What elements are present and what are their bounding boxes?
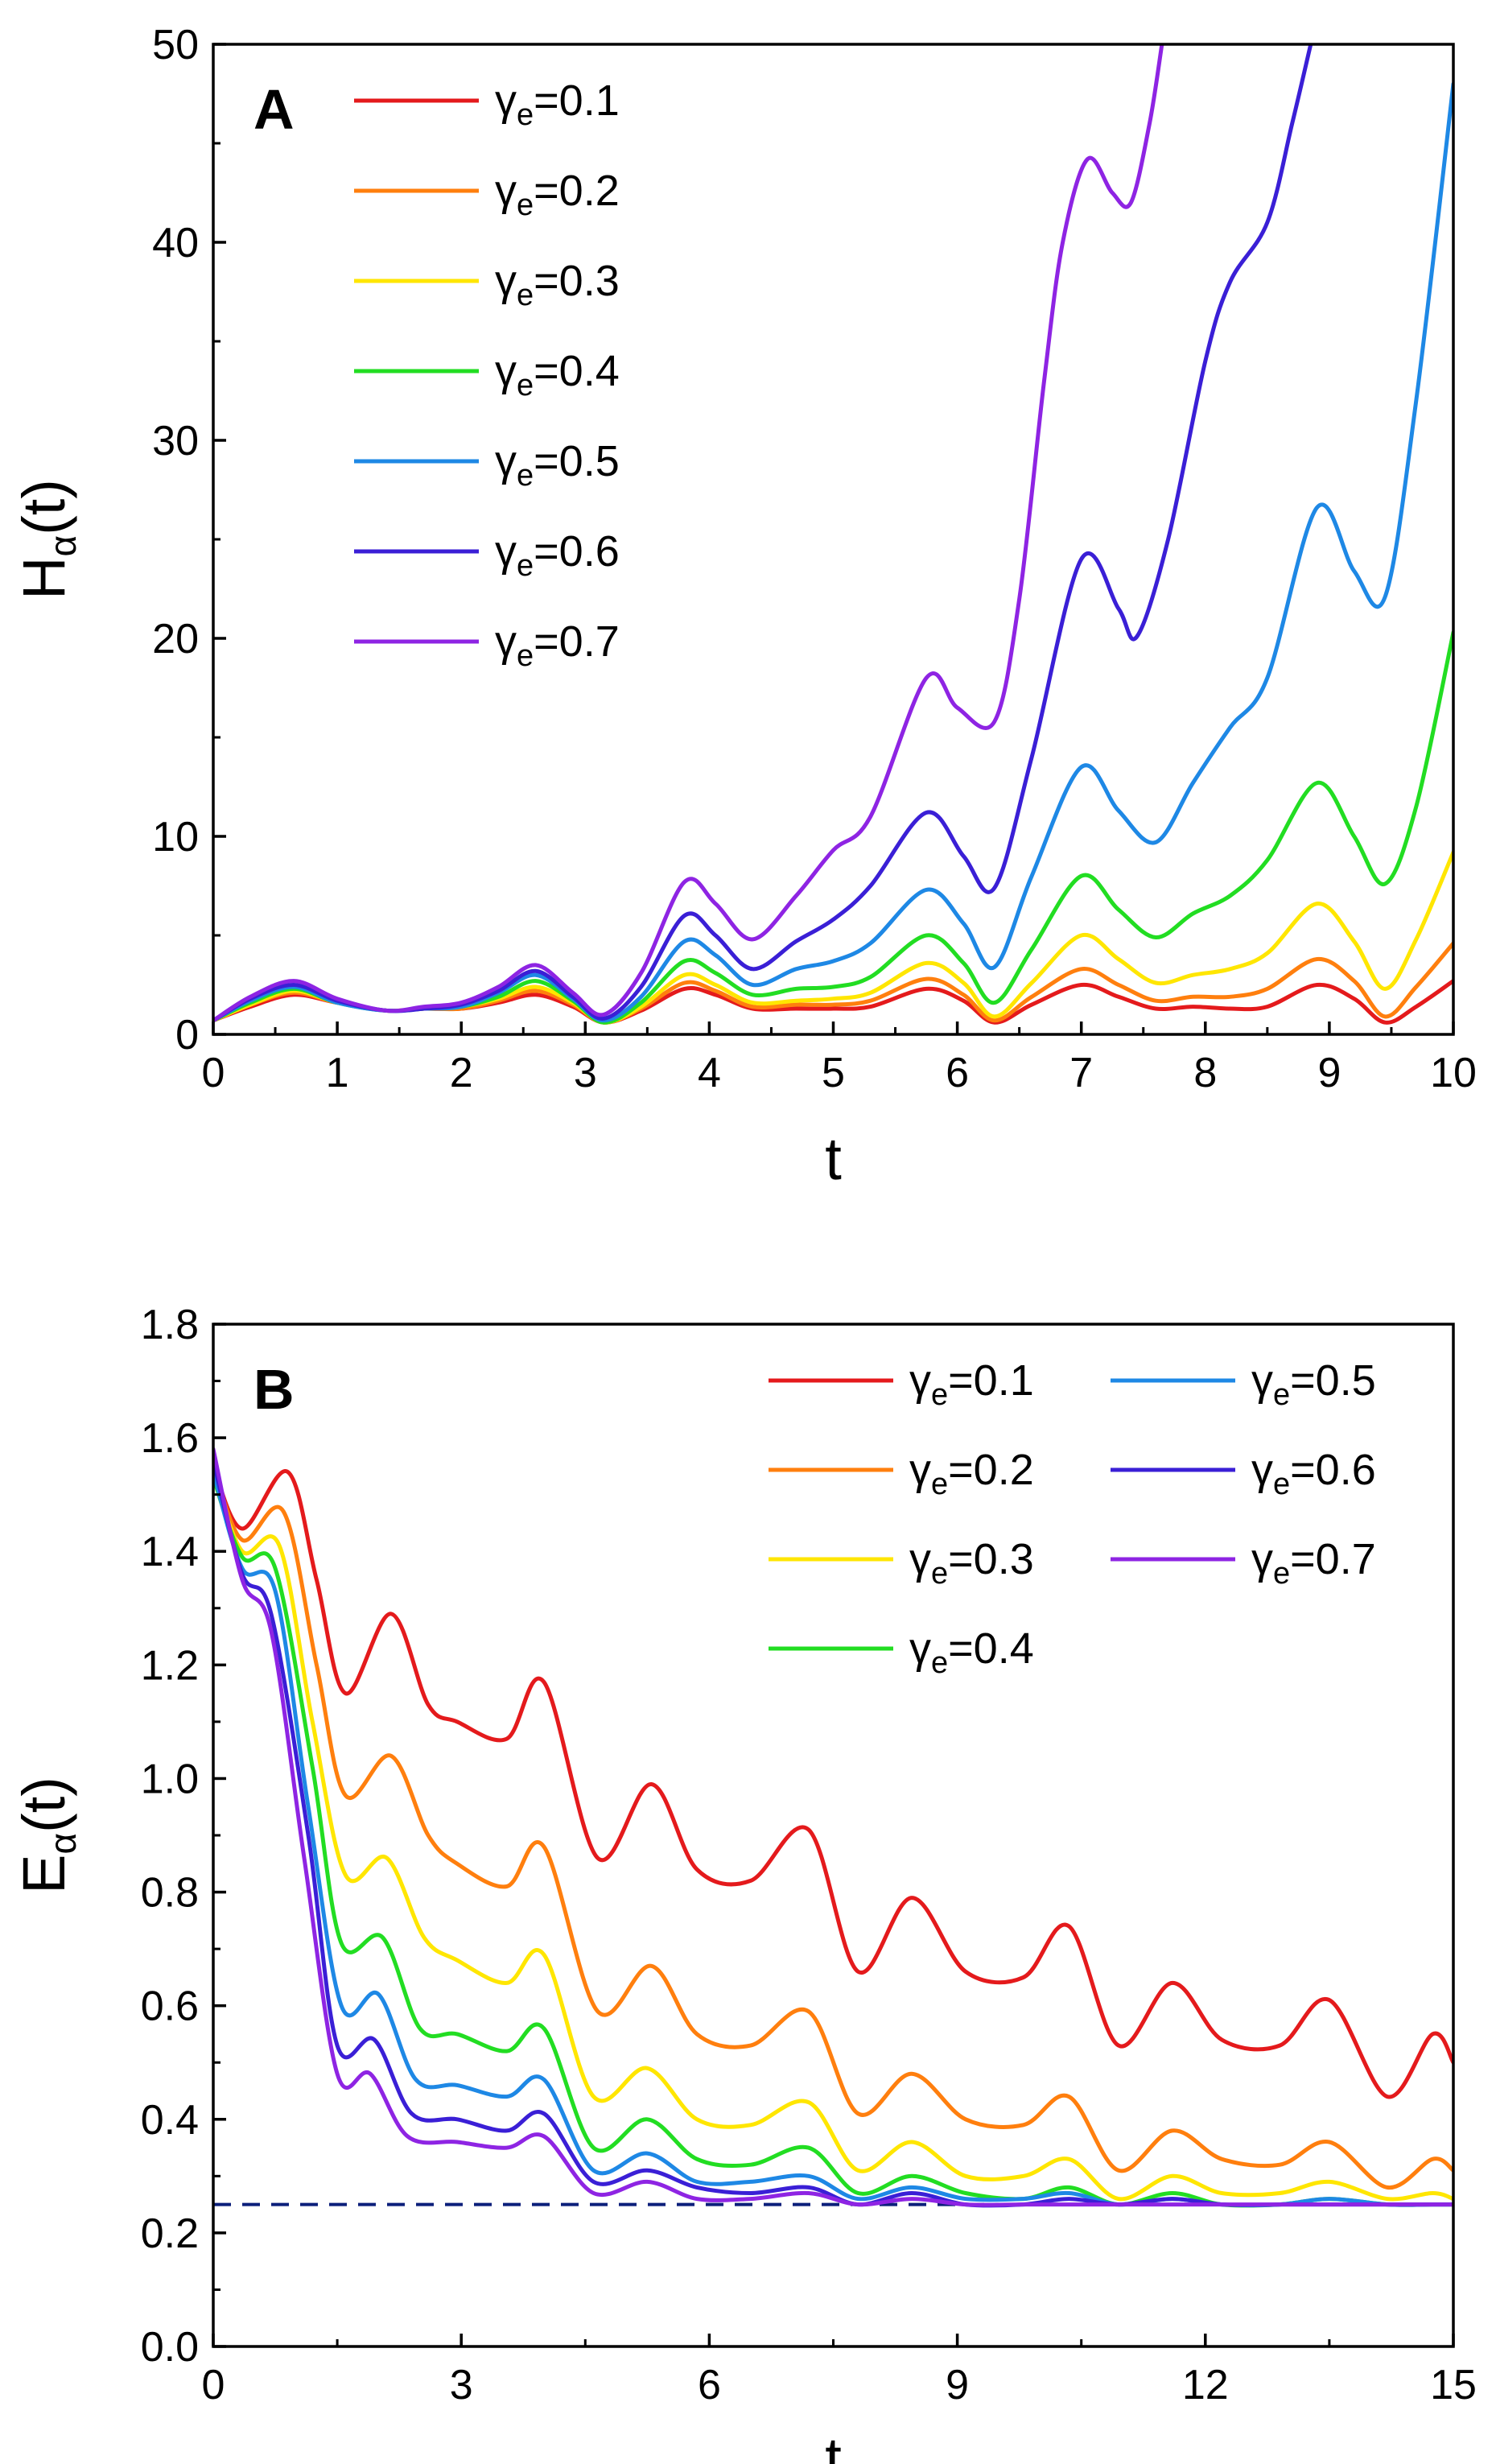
x-tick-label: 9 — [946, 2362, 969, 2408]
legend-label: γe=0.5 — [495, 437, 620, 493]
y-tick-label: 1.0 — [141, 1756, 199, 1802]
series-line-4 — [213, 630, 1453, 1025]
legend: γe=0.1 γe=0.2 γe=0.3 γe=0.4 γe=0.5 γe=0.6 γe=0… — [354, 76, 620, 673]
legend: γe=0.1 γe=0.2 γe=0.3 γe=0.4 γe=0.5 γe=0.6 γe=0… — [769, 1356, 1376, 1680]
x-tick-label: 2 — [450, 1050, 473, 1096]
legend-item-5: γe=0.5 — [354, 437, 620, 493]
y-tick-label: 0 — [175, 1012, 199, 1059]
x-tick-label: 0 — [202, 1050, 225, 1096]
y-tick-label: 40 — [152, 220, 199, 266]
panel-letter: B — [253, 1358, 295, 1421]
legend-item-2: γe=0.2 — [769, 1446, 1034, 1501]
x-tick-label: 6 — [698, 2362, 721, 2408]
y-tick-label: 0.2 — [141, 2210, 199, 2257]
x-tick-label: 0 — [202, 2362, 225, 2408]
y-tick-label: 30 — [152, 418, 199, 464]
y-tick-label: 20 — [152, 616, 199, 662]
legend-label: γe=0.6 — [495, 527, 620, 583]
x-tick-label: 10 — [1430, 1050, 1477, 1096]
legend-label: γe=0.1 — [909, 1356, 1034, 1412]
x-tick-label: 6 — [946, 1050, 969, 1096]
x-tick-label: 8 — [1193, 1050, 1217, 1096]
x-tick-label: 7 — [1069, 1050, 1093, 1096]
legend-item-4: γe=0.4 — [354, 347, 620, 402]
y-axis-title: Hα(t) — [10, 479, 84, 600]
x-axis-title: t — [825, 1125, 842, 1192]
series-lines — [213, 1447, 1453, 2208]
series-line-1 — [213, 1463, 1453, 2099]
legend-label: γe=0.2 — [495, 167, 620, 222]
legend-label: γe=0.4 — [495, 347, 620, 402]
x-tick-label: 1 — [326, 1050, 349, 1096]
x-tick-label: 3 — [450, 2362, 473, 2408]
legend-label: γe=0.7 — [1251, 1535, 1376, 1591]
series-line-7 — [213, 1447, 1453, 2207]
y-tick-label: 50 — [152, 22, 199, 68]
x-tick-label: 3 — [574, 1050, 597, 1096]
legend-item-3: γe=0.3 — [354, 257, 620, 312]
y-tick-label: 0.4 — [141, 2097, 199, 2144]
legend-label: γe=0.6 — [1251, 1446, 1376, 1501]
y-tick-label: 1.4 — [141, 1529, 199, 1575]
y-tick-label: 10 — [152, 814, 199, 861]
legend-item-6: γe=0.6 — [354, 527, 620, 583]
panel-letter: A — [253, 78, 295, 141]
chart-panel-b: 0 3 6 9 12 15 0.0 0.2 0.4 0.6 0.8 1.0 1.2 1.4 1.6 1.8 t E… — [10, 1302, 1477, 2464]
y-tick-label: 0.8 — [141, 1870, 199, 1917]
legend-label: γe=0.3 — [495, 257, 620, 312]
legend-item-5: γe=0.5 — [1111, 1356, 1376, 1412]
series-lines — [213, 44, 1453, 1025]
x-axis-title: t — [825, 2425, 842, 2464]
series-line-3 — [213, 850, 1453, 1025]
legend-label: γe=0.2 — [909, 1446, 1034, 1501]
legend-label: γe=0.4 — [909, 1624, 1034, 1680]
y-axis-title: Eα(t) — [10, 1777, 84, 1894]
legend-item-7: γe=0.7 — [1111, 1535, 1376, 1591]
legend-label: γe=0.5 — [1251, 1356, 1376, 1412]
x-tick-label: 9 — [1317, 1050, 1341, 1096]
series-line-3 — [213, 1469, 1453, 2202]
legend-item-6: γe=0.6 — [1111, 1446, 1376, 1501]
x-tick-label: 5 — [822, 1050, 845, 1096]
x-tick-label: 12 — [1182, 2362, 1229, 2408]
legend-item-7: γe=0.7 — [354, 617, 620, 673]
legend-item-2: γe=0.2 — [354, 167, 620, 222]
y-tick-label: 0.0 — [141, 2324, 199, 2371]
legend-item-1: γe=0.1 — [769, 1356, 1034, 1412]
y-tick-label: 1.2 — [141, 1642, 199, 1689]
legend-item-4: γe=0.4 — [769, 1624, 1034, 1680]
legend-item-3: γe=0.3 — [769, 1535, 1034, 1591]
series-line-2 — [213, 1463, 1453, 2190]
x-tick-label: 4 — [698, 1050, 721, 1096]
y-tick-label: 1.6 — [141, 1415, 199, 1462]
y-tick-label: 0.6 — [141, 1983, 199, 2030]
x-tick-label: 15 — [1430, 2362, 1477, 2408]
series-line-7 — [213, 44, 1164, 1023]
legend-label: γe=0.7 — [495, 617, 620, 673]
legend-label: γe=0.3 — [909, 1535, 1034, 1591]
legend-item-1: γe=0.1 — [354, 76, 620, 132]
legend-label: γe=0.1 — [495, 76, 620, 132]
y-tick-label: 1.8 — [141, 1302, 199, 1348]
